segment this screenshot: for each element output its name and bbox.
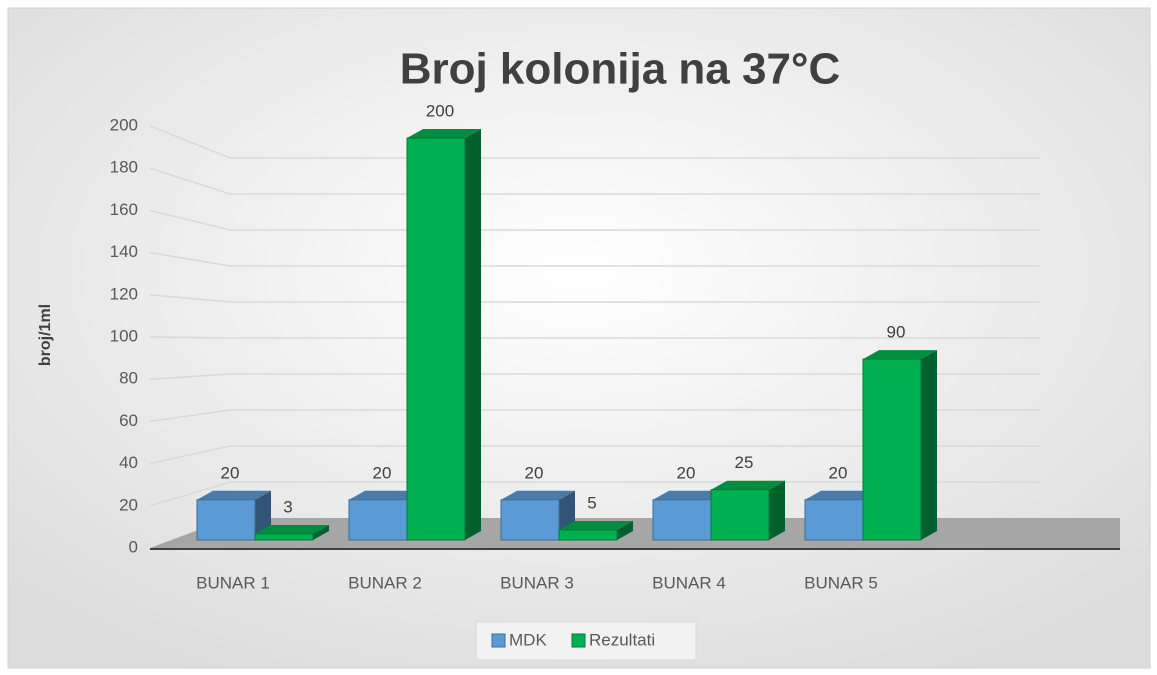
bar-front bbox=[406, 137, 466, 541]
bar bbox=[710, 480, 785, 541]
data-label: 200 bbox=[426, 101, 454, 120]
bar bbox=[254, 524, 329, 541]
y-tick-label: 140 bbox=[110, 242, 138, 261]
bar-front bbox=[710, 489, 770, 541]
bar-front bbox=[500, 499, 560, 541]
data-label: 20 bbox=[221, 463, 240, 482]
y-tick-label: 100 bbox=[110, 326, 138, 345]
grid-line bbox=[149, 445, 1040, 465]
bar-top bbox=[805, 490, 879, 500]
y-tick-label: 180 bbox=[110, 158, 138, 177]
grid-line bbox=[149, 167, 1040, 195]
bar-top bbox=[197, 490, 271, 500]
bar-front bbox=[558, 529, 618, 541]
legend-swatch bbox=[571, 633, 586, 648]
x-tick-label: BUNAR 1 bbox=[196, 573, 270, 592]
grid-line bbox=[149, 373, 1040, 380]
data-label: 20 bbox=[829, 463, 848, 482]
bar bbox=[500, 490, 575, 541]
grid-line bbox=[149, 125, 1040, 159]
y-tick-label: 120 bbox=[110, 284, 138, 303]
x-tick-label: BUNAR 2 bbox=[348, 573, 422, 592]
x-tick-label: BUNAR 4 bbox=[652, 573, 726, 592]
y-tick-label: 200 bbox=[110, 115, 138, 134]
legend-swatch bbox=[491, 633, 506, 648]
bar-side bbox=[921, 350, 937, 540]
legend bbox=[475, 621, 697, 661]
bar-side bbox=[617, 520, 633, 540]
bar-side bbox=[465, 129, 481, 540]
data-label: 20 bbox=[677, 463, 696, 482]
bar bbox=[862, 350, 937, 541]
legend-label: Rezultati bbox=[589, 630, 655, 649]
grid-line bbox=[149, 336, 1040, 339]
y-axis-label: broj/1ml bbox=[37, 304, 54, 366]
bar-top bbox=[559, 520, 633, 530]
bar-top bbox=[255, 524, 329, 534]
grid-line bbox=[149, 294, 1040, 303]
x-tick-label: BUNAR 3 bbox=[500, 573, 574, 592]
bar-side bbox=[769, 480, 785, 540]
bar-front bbox=[652, 499, 712, 541]
bar-top bbox=[349, 490, 423, 500]
bar-top bbox=[863, 350, 937, 360]
bar-top bbox=[501, 490, 575, 500]
bar-front bbox=[862, 358, 922, 541]
y-tick-label: 80 bbox=[119, 369, 138, 388]
chart-title: Broj kolonija na 37°C bbox=[400, 45, 841, 94]
bar bbox=[406, 129, 481, 541]
grid-line bbox=[149, 409, 1040, 423]
bar-front bbox=[804, 499, 864, 541]
grid-line bbox=[149, 251, 1040, 267]
data-label: 90 bbox=[887, 323, 906, 342]
y-tick-label: 0 bbox=[129, 537, 138, 556]
legend-label: MDK bbox=[509, 630, 547, 649]
grid-line bbox=[149, 209, 1040, 231]
bar-top bbox=[653, 490, 727, 500]
bar bbox=[558, 520, 633, 541]
data-label: 20 bbox=[373, 463, 392, 482]
data-label: 3 bbox=[283, 497, 292, 516]
bar-front bbox=[254, 533, 314, 541]
data-label: 25 bbox=[735, 453, 754, 472]
x-tick-label: BUNAR 5 bbox=[804, 573, 878, 592]
bar-side bbox=[313, 524, 329, 540]
y-tick-label: 160 bbox=[110, 200, 138, 219]
bar-front bbox=[196, 499, 256, 541]
y-tick-label: 60 bbox=[119, 411, 138, 430]
bar-front bbox=[348, 499, 408, 541]
bar-top bbox=[711, 480, 785, 490]
data-label: 20 bbox=[525, 463, 544, 482]
bar-top bbox=[407, 129, 481, 138]
y-tick-label: 40 bbox=[119, 453, 138, 472]
y-tick-label: 20 bbox=[119, 495, 138, 514]
data-label: 5 bbox=[587, 493, 596, 512]
